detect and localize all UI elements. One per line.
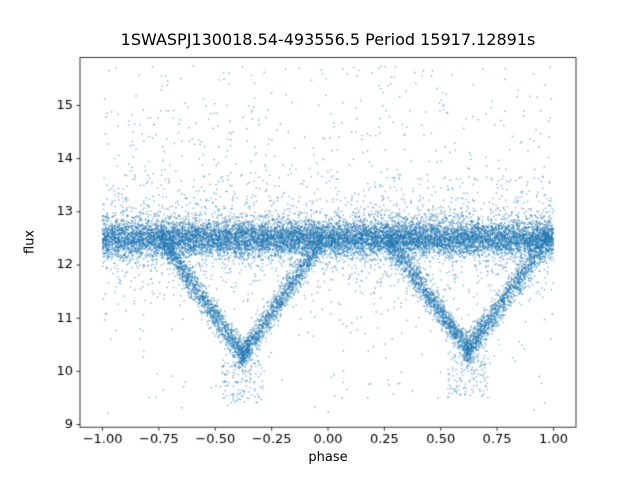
chart-title: 1SWASPJ130018.54-493556.5 Period 15917.1… (120, 30, 536, 49)
y-axis-label: flux (22, 229, 38, 255)
x-axis-label: phase (308, 450, 348, 465)
